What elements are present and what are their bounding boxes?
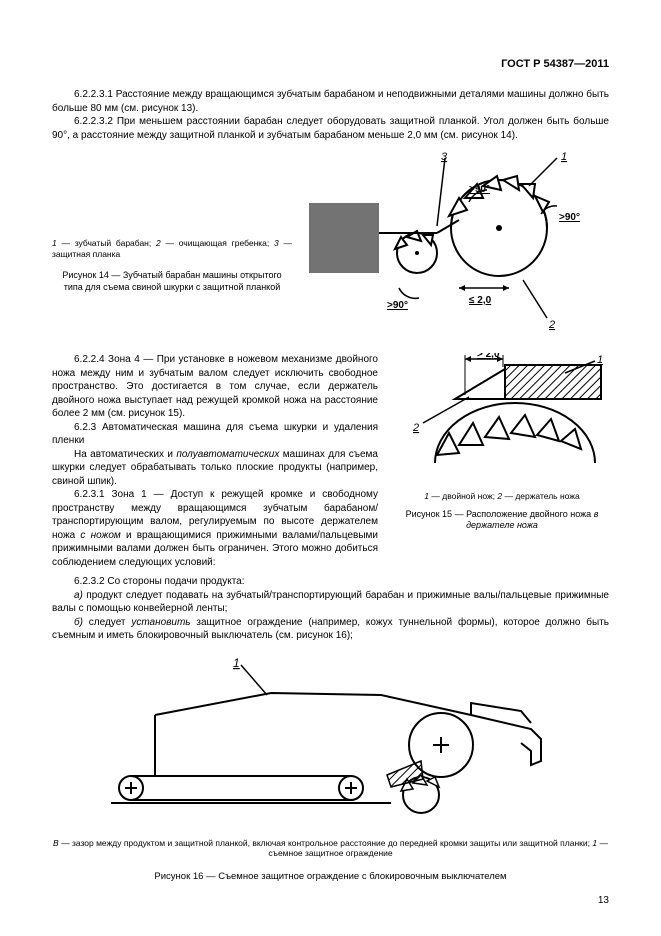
figure-16-legend: В — зазор между продуктом и защитной пла… [52,838,609,859]
doc-header: ГОСТ Р 54387—2011 [52,58,609,70]
fig15-label-2: 2 [412,422,419,434]
fig15-cap-a: Рисунок 15 — Расположение двойного ножа [406,509,594,519]
p3b: полуавтоматических [176,449,279,460]
p3a: На автоматических и [74,449,176,460]
fig14-gap: ≤ 2,0 [469,295,492,306]
figure-15-caption: Рисунок 15 — Расположение двойного ножа … [395,509,609,532]
p4b: с ножом [80,530,120,541]
figure-16-caption: Рисунок 16 — Съемное защитное ограждение… [52,871,609,882]
p7a: б) [74,617,83,628]
p7c: установить [131,617,190,628]
fig14-angle-b: >90° [559,212,580,223]
fig15-label-1: 1 [597,354,603,366]
para-6-2-2-3-2: 6.2.2.3.2 При меньшем расстоянии барабан… [52,115,609,142]
p6a: а) [74,590,83,601]
fig14-label-3: 3 [441,151,448,163]
fig15-l2t: — держатель ножа [502,491,580,501]
figure-16-svg: 1 [91,653,571,823]
para-6-2-3-1: 6.2.3.1 Зона 1 — Доступ к режущей кромке… [52,488,378,569]
para-b: б) следует установить защитное ограждени… [52,616,609,643]
para-6-2-3-head: 6.2.3 Автоматическая машина для съема шк… [52,421,378,448]
fig14-angle-c: >90° [387,300,408,311]
figure-16-block: 1 В — зазор между продуктом и защитной п… [52,653,609,882]
figure-15-svg: > 2,0 1 2 [395,353,609,483]
fig14-legend-2t: — очищающая гребенка; [161,238,274,248]
page: ГОСТ Р 54387—2011 6.2.2.3.1 Расстояние м… [0,0,661,936]
figure-14-svg-wrap: 3 1 2 >90° >90° >90° ≤ 2,0 [309,148,609,343]
fig15-gap: > 2,0 [477,353,500,360]
fig14-label-2: 2 [548,319,555,331]
para-a: а) продукт следует подавать на зубчатый/… [52,589,609,616]
figure-14-left: 1 — зубчатый барабан; 2 — очищающая греб… [52,148,292,293]
fig16-label-1: 1 [233,656,240,670]
page-number: 13 [598,895,609,906]
figure-14-block: 1 — зубчатый барабан; 2 — очищающая греб… [52,148,609,343]
figure-14-svg: 3 1 2 >90° >90° >90° ≤ 2,0 [309,148,609,338]
fig14-angle-a: >90° [469,184,490,195]
section-6224-block: 6.2.2.4 Зона 4 — При установке в ножевом… [52,353,609,569]
para-6-2-3-auto: На автоматических и полуавтоматических м… [52,448,378,489]
p7b: следует [83,617,131,628]
fig16-lb: — зазор между продуктом и защитной планк… [59,838,593,848]
para-6-2-3-2: 6.2.3.2 Со стороны подачи продукта: [52,575,609,589]
figure-15-block: > 2,0 1 2 1 — двойной нож; 2 — держатель… [395,353,609,532]
figure-14-legend: 1 — зубчатый барабан; 2 — очищающая греб… [52,238,292,260]
figure-15-legend: 1 — двойной нож; 2 — держатель ножа [395,491,609,501]
fig15-l1t: — двойной нож; [429,491,497,501]
p6b: продукт следует подавать на зубчатый/тра… [52,590,609,615]
fig14-legend-1t: — зубчатый барабан; [57,238,156,248]
section-6224-text: 6.2.2.4 Зона 4 — При установке в ножевом… [52,353,378,569]
figure-14-caption: Рисунок 14 — Зубчатый барабан машины отк… [52,270,292,293]
para-6-2-2-3-1: 6.2.2.3.1 Расстояние между вращающимся з… [52,88,609,115]
para-6-2-2-4: 6.2.2.4 Зона 4 — При установке в ножевом… [52,353,378,421]
fig14-label-1: 1 [561,151,567,163]
